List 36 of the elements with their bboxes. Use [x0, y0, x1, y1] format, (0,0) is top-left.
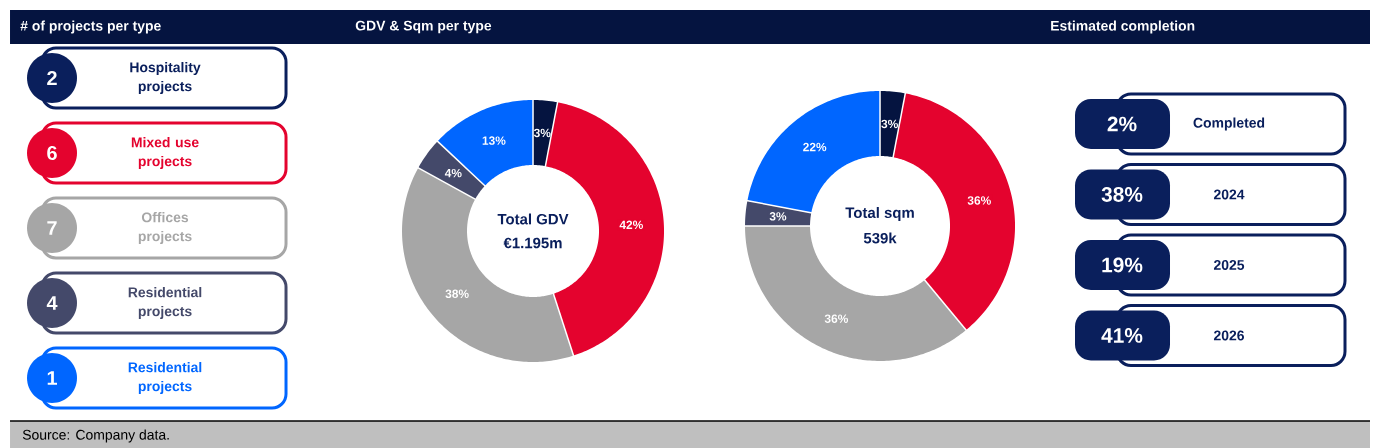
data-label: 19% — [1102, 257, 1143, 273]
category-label: 2024 — [1213, 189, 1245, 200]
text: 539k — [863, 232, 897, 244]
category-label: Offices projects — [138, 212, 192, 244]
data-label: 36% — [824, 314, 849, 323]
data-label: 42% — [619, 220, 643, 230]
data-label: 38% — [1101, 187, 1143, 202]
text: Total sqm — [845, 207, 914, 221]
text: Total GDV — [497, 213, 569, 225]
data-label: 7 — [47, 221, 57, 235]
category-label: 2025 — [1213, 260, 1245, 270]
text: Estimated completion — [1051, 20, 1195, 34]
category-label: Completed — [1193, 117, 1265, 131]
category-label: 2026 — [1213, 330, 1244, 341]
category-label: Residential projects — [128, 362, 202, 394]
category-label: Residential projects — [128, 287, 202, 319]
data-label: 2% — [1107, 116, 1137, 132]
data-label: 36% — [967, 196, 991, 205]
category-label: Mixed use projects — [131, 137, 199, 169]
data-label: 4% — [444, 168, 462, 178]
category-label: Hospitality projects — [130, 62, 201, 94]
data-label: 3% — [769, 212, 787, 221]
data-label: 3% — [533, 128, 551, 138]
data-label: 1 — [47, 371, 58, 385]
text: # of projects per type — [20, 20, 161, 34]
chart-title: GDV & Sqm per type — [355, 20, 492, 34]
data-label: 22% — [803, 142, 827, 152]
source-note: Source: Company data. — [22, 429, 169, 443]
data-label: 4 — [46, 296, 58, 310]
data-label: 41% — [1101, 328, 1143, 343]
data-label: 2 — [47, 71, 57, 85]
data-label: 6 — [47, 145, 57, 161]
text: €1.195m — [503, 237, 562, 249]
data-label: 38% — [445, 289, 469, 299]
data-label: 13% — [482, 136, 506, 145]
data-label: 3% — [881, 119, 898, 129]
